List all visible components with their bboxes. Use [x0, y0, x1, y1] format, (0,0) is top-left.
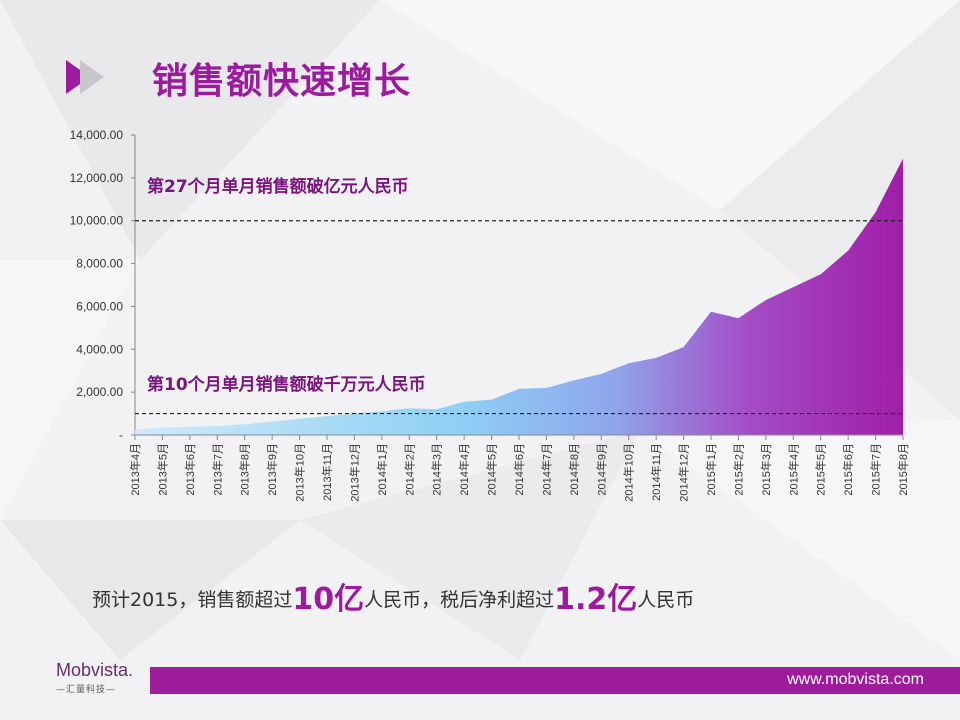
y-tick-label: 14,000.00 — [70, 128, 124, 142]
x-tick-label: 2013年7月 — [210, 443, 224, 496]
summary-text: 预计2015，销售额超过10亿人民币，税后净利超过1.2亿人民币 — [92, 574, 694, 618]
summary-suffix: 人民币 — [637, 589, 695, 611]
x-tick-label: 2015年2月 — [731, 443, 745, 496]
x-tick-label: 2013年5月 — [155, 443, 169, 496]
x-tick-label: 2013年4月 — [128, 443, 142, 496]
x-tick-label: 2014年4月 — [457, 443, 471, 496]
x-tick-label: 2013年11月 — [320, 443, 334, 501]
x-tick-label: 2013年12月 — [347, 443, 361, 502]
x-tick-label: 2015年3月 — [759, 443, 773, 496]
summary-highlight-revenue: 10亿 — [292, 582, 365, 617]
summary-middle: 人民币，税后净利超过 — [364, 589, 555, 611]
x-tick-label: 2014年11月 — [649, 443, 663, 501]
summary-prefix: 预计2015，销售额超过 — [92, 589, 293, 611]
x-tick-label: 2014年5月 — [485, 443, 499, 496]
sales-area-series — [135, 158, 903, 435]
x-tick-label: 2013年6月 — [183, 443, 197, 496]
x-tick-label: 2015年4月 — [786, 443, 800, 496]
y-tick-label: 12,000.00 — [70, 171, 124, 185]
y-tick-label: - — [119, 428, 123, 442]
x-tick-label: 2013年8月 — [238, 443, 252, 496]
footer-url: www.mobvista.com — [787, 671, 924, 688]
reference-annotation: 第27个月单月销售额破亿元人民币 — [147, 176, 409, 197]
company-logo: Mobvista. —汇量科技— — [56, 660, 148, 695]
slide-title: 销售额快速增长 — [152, 61, 412, 102]
x-tick-label: 2014年2月 — [402, 443, 416, 496]
y-tick-label: 2,000.00 — [76, 385, 123, 399]
reference-annotation: 第10个月单月销售额破千万元人民币 — [147, 374, 426, 395]
y-tick-label: 8,000.00 — [76, 257, 123, 271]
summary-highlight-profit: 1.2亿 — [554, 582, 638, 617]
x-tick-label: 2015年6月 — [841, 443, 855, 496]
x-tick-label: 2015年7月 — [869, 443, 883, 496]
x-tick-label: 2014年6月 — [512, 443, 526, 496]
x-tick-label: 2014年12月 — [677, 443, 691, 502]
y-tick-label: 10,000.00 — [70, 214, 124, 228]
x-tick-label: 2015年5月 — [814, 443, 828, 496]
y-tick-label: 4,000.00 — [76, 342, 123, 356]
x-tick-label: 2014年8月 — [567, 443, 581, 496]
title-arrow-icon — [66, 60, 104, 94]
x-tick-label: 2014年1月 — [375, 443, 389, 496]
x-tick-label: 2015年8月 — [896, 443, 910, 496]
x-tick-label: 2014年7月 — [539, 443, 553, 496]
y-tick-label: 6,000.00 — [76, 299, 123, 313]
logo-name: Mobvista. — [56, 660, 134, 680]
x-tick-label: 2013年10月 — [293, 443, 307, 502]
x-tick-label: 2013年9月 — [265, 443, 279, 496]
x-tick-label: 2014年3月 — [430, 443, 444, 496]
logo-subtitle: —汇量科技— — [56, 685, 117, 695]
x-tick-label: 2014年9月 — [594, 443, 608, 496]
x-tick-label: 2014年10月 — [622, 443, 636, 502]
x-tick-label: 2015年1月 — [704, 443, 718, 496]
footer-bar — [150, 667, 960, 694]
